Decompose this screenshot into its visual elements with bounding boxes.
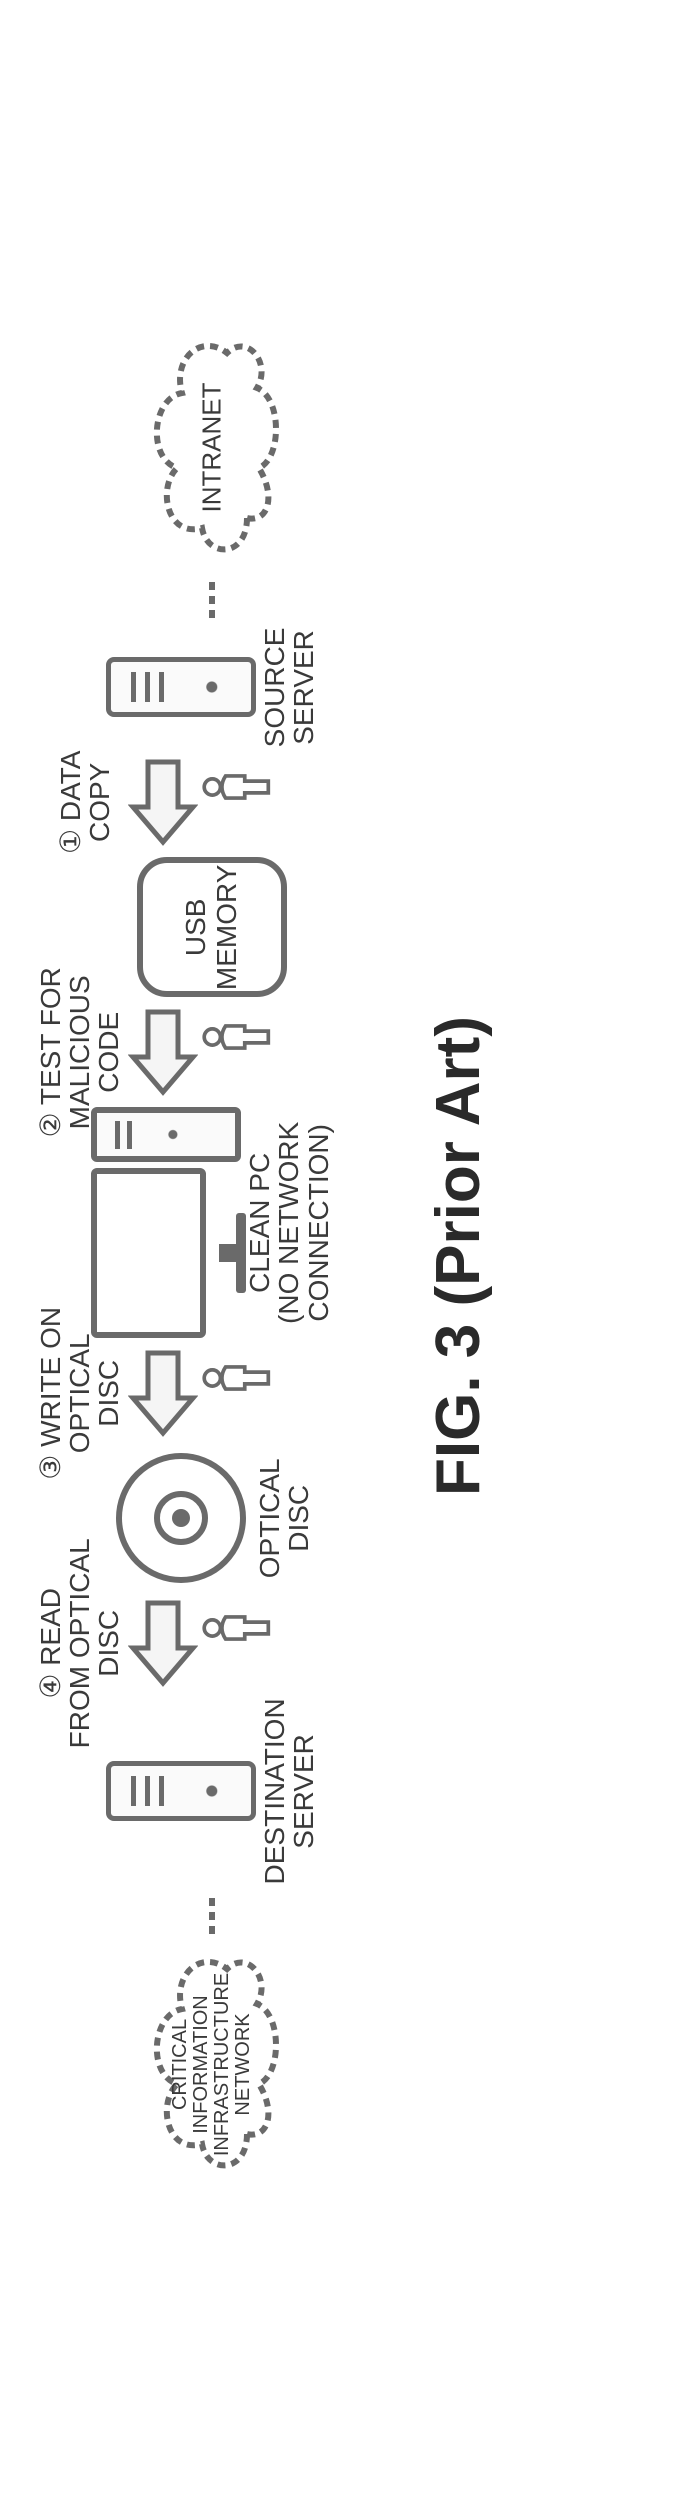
step2-label: ② TEST FOR MALICIOUS CODE — [36, 922, 124, 1182]
link-line — [209, 1894, 215, 1934]
person-icon — [202, 1363, 297, 1423]
cloud-icon: CRITICAL INFORMATION INFRASTRUCTURE NETW… — [137, 1944, 287, 2184]
source-server-label: SOURCE SERVER — [260, 628, 319, 748]
clean-pc-label: CLEAN PC (NO NETWORK CONNECTION) — [245, 1122, 333, 1324]
link-line — [209, 578, 215, 618]
server-icon — [106, 1761, 256, 1821]
source-server-node: SOURCE SERVER — [106, 628, 319, 748]
intranet-cloud: INTRANET — [137, 328, 287, 568]
person-icon — [202, 1613, 297, 1673]
monitor-icon — [91, 1168, 241, 1338]
intranet-cloud-text: INTRANET — [198, 383, 225, 513]
critical-network-cloud: CRITICAL INFORMATION INFRASTRUCTURE NETW… — [137, 1944, 287, 2184]
optical-disc-label: OPTICAL DISC — [255, 1458, 314, 1578]
diagram-container: CRITICAL INFORMATION INFRASTRUCTURE NETW… — [31, 106, 651, 2406]
arrow-step-4: ④ READ FROM OPTICAL DISC — [128, 1598, 297, 1688]
clean-pc-node: CLEAN PC (NO NETWORK CONNECTION) — [91, 1107, 333, 1338]
destination-server-node: DESTINATION SERVER — [106, 1698, 319, 1884]
figure-caption: FIG. 3 (Prior Art) — [423, 1016, 494, 1496]
arrow-step-1: ① DATA COPY — [128, 757, 297, 847]
destination-server-label: DESTINATION SERVER — [260, 1698, 319, 1884]
person-icon — [202, 772, 297, 832]
usb-node: USB MEMORY — [137, 857, 287, 997]
disc-icon — [111, 1448, 251, 1588]
cloud-icon: INTRANET — [137, 328, 287, 568]
arrow-step-2: ② TEST FOR MALICIOUS CODE — [128, 1007, 297, 1097]
optical-disc-node: OPTICAL DISC — [111, 1448, 314, 1588]
usb-label: USB MEMORY — [181, 865, 243, 991]
flow-row: CRITICAL INFORMATION INFRASTRUCTURE NETW… — [31, 328, 333, 2185]
person-icon — [202, 1022, 297, 1082]
server-icon — [106, 657, 256, 717]
arrow-step-3: ③ WRITE ON OPTICAL DISC — [128, 1348, 297, 1438]
critical-cloud-text: CRITICAL INFORMATION INFRASTRUCTURE NETW… — [170, 1973, 254, 2156]
usb-icon: USB MEMORY — [137, 857, 287, 997]
